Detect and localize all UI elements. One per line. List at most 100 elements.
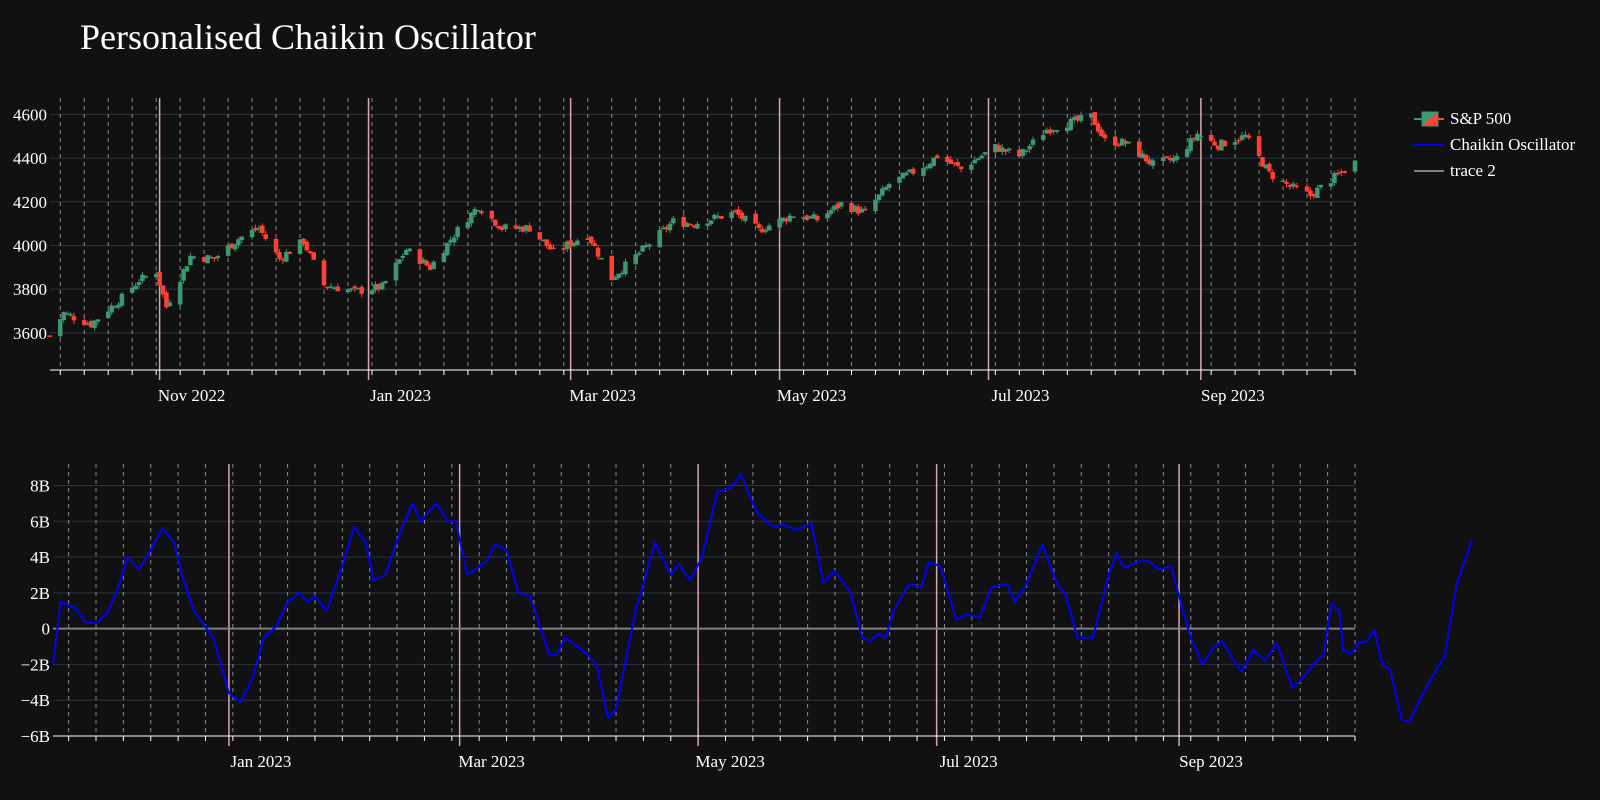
x-tick-label: Jan 2023 (230, 752, 291, 771)
candle (455, 224, 460, 241)
candle-body (1099, 129, 1104, 137)
candle-body (441, 252, 447, 263)
candle-body (972, 159, 978, 164)
candle (308, 250, 313, 255)
legend-item-sp500[interactable]: S&P 500 (1414, 106, 1575, 132)
candle-body (379, 282, 385, 290)
candle (225, 244, 231, 257)
candle (273, 236, 279, 256)
candle-body (400, 255, 406, 258)
candle (537, 232, 543, 241)
candle (921, 165, 926, 178)
candle-body (304, 241, 310, 251)
candle-body (859, 208, 865, 213)
legend-item-trace2[interactable]: trace 2 (1414, 158, 1575, 184)
candle (688, 223, 693, 226)
candle (393, 260, 399, 283)
candle (814, 213, 820, 223)
candle (345, 288, 351, 293)
candle (335, 283, 340, 292)
candle-body (1095, 123, 1101, 132)
candle-body (349, 288, 354, 290)
candle (657, 228, 662, 249)
y-tick-label: 4B (30, 548, 50, 567)
candle-body (143, 276, 149, 278)
x-tick-label: Jul 2023 (940, 752, 998, 771)
candle-body (609, 255, 614, 281)
candle-body (1315, 187, 1320, 199)
candle-body (1352, 160, 1358, 172)
candle (928, 162, 933, 170)
candle-body (825, 213, 830, 219)
candle (349, 287, 354, 293)
candle-body (657, 229, 662, 248)
y-tick-label: 8B (30, 476, 50, 495)
candle (184, 266, 190, 272)
y-tick-label: 4400 (13, 149, 47, 168)
candle-body (191, 256, 197, 259)
candle-body (321, 260, 327, 286)
candle-body (828, 210, 834, 214)
y-tick-label: 3600 (13, 324, 47, 343)
candle-body (1222, 140, 1228, 147)
candle-body (503, 224, 508, 230)
candle-body (1006, 148, 1012, 151)
candle (900, 172, 906, 179)
candle (979, 154, 984, 159)
candle-body (215, 255, 221, 258)
candle (129, 286, 135, 295)
candle-body (64, 312, 70, 315)
candle-body (369, 290, 375, 295)
candle-body (383, 280, 388, 283)
candle (886, 182, 892, 192)
candle (493, 219, 498, 227)
candle (304, 239, 310, 252)
candle (592, 240, 597, 247)
candle-body (1078, 115, 1084, 121)
candle-body (68, 314, 73, 316)
candle (975, 157, 981, 161)
candle (862, 205, 868, 212)
candle-body (1003, 149, 1008, 152)
candle (236, 237, 241, 249)
candle (472, 206, 477, 218)
candle (1102, 131, 1108, 142)
candle (972, 156, 978, 164)
candle (1160, 157, 1166, 165)
candle-body (1208, 134, 1214, 141)
legend[interactable]: S&P 500 Chaikin Oscillator trace 2 (1414, 106, 1575, 184)
legend-label: S&P 500 (1450, 109, 1512, 128)
candle (287, 250, 293, 254)
candle (105, 309, 111, 319)
y-tick-label: 6B (30, 512, 50, 531)
candle-body (1284, 181, 1289, 184)
candle (1332, 170, 1337, 186)
candle-body (1198, 135, 1204, 138)
candle-body (928, 163, 933, 169)
candle (616, 273, 621, 280)
candle-body (1160, 157, 1166, 162)
candle (1256, 134, 1262, 158)
candle-body (736, 209, 741, 215)
legend-label: Chaikin Oscillator (1450, 135, 1576, 154)
candle-body (184, 266, 190, 272)
candle-body (129, 287, 135, 293)
candle (955, 158, 960, 167)
candle-body (1188, 138, 1193, 151)
candle (787, 212, 793, 223)
x-tick-label: May 2023 (777, 386, 846, 405)
candle-body (177, 281, 183, 305)
candle-body (1328, 183, 1334, 187)
candle (763, 227, 769, 234)
candle-body (647, 244, 652, 247)
candle (828, 207, 834, 217)
candle (301, 237, 306, 247)
x-tick-label: Sep 2023 (1201, 386, 1265, 405)
candle (633, 254, 638, 266)
legend-item-oscillator[interactable]: Chaikin Oscillator (1414, 132, 1575, 158)
candle (284, 249, 289, 263)
candle-body (975, 158, 981, 161)
candle-body (58, 319, 63, 337)
candle-body (681, 217, 686, 227)
candle (1239, 131, 1245, 141)
